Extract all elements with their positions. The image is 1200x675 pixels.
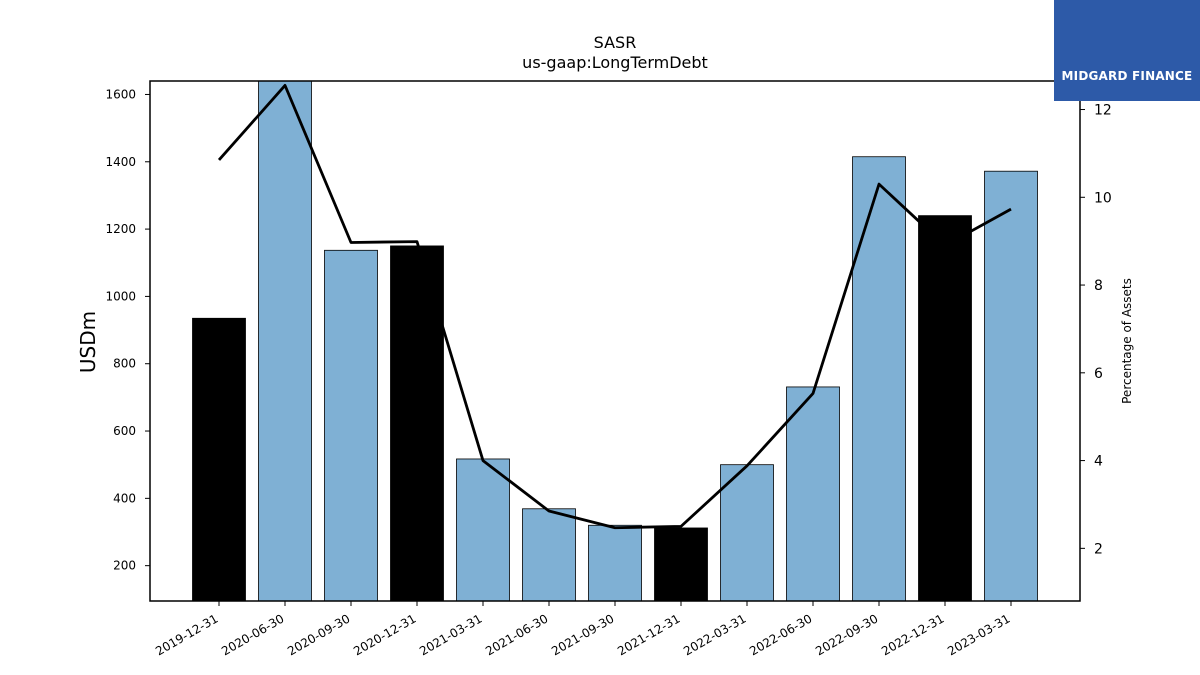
bar bbox=[786, 386, 840, 602]
bar bbox=[588, 524, 642, 602]
x-tick-label: 2020-06-30 bbox=[219, 611, 286, 658]
bar bbox=[852, 156, 906, 602]
y2-tick-label: 12 bbox=[1094, 103, 1112, 119]
bar bbox=[258, 80, 312, 602]
y2-tick-label: 8 bbox=[1094, 278, 1103, 294]
y-tick-label: 1600 bbox=[105, 87, 136, 101]
chart-subtitle: us-gaap:LongTermDebt bbox=[522, 53, 708, 72]
y2-tick-label: 6 bbox=[1094, 366, 1103, 382]
y-tick-label: 1200 bbox=[105, 222, 136, 236]
x-tick-label: 2021-03-31 bbox=[417, 611, 484, 658]
bar bbox=[654, 527, 708, 602]
x-tick-label: 2019-12-31 bbox=[153, 611, 220, 658]
x-tick-label: 2021-12-31 bbox=[615, 611, 682, 658]
bar bbox=[192, 317, 246, 602]
logo-text: MIDGARD FINANCE bbox=[1061, 69, 1193, 83]
y-tick-label: 200 bbox=[113, 559, 136, 573]
bar bbox=[720, 464, 774, 602]
y-tick-label: 800 bbox=[113, 357, 136, 371]
percentage-line bbox=[217, 83, 1012, 530]
y2-axis-label: Percentage of Assets bbox=[1120, 278, 1134, 404]
bar bbox=[522, 508, 576, 602]
chart-title: SASR bbox=[594, 33, 637, 52]
x-tick-label: 2022-06-30 bbox=[747, 611, 814, 658]
bars-group bbox=[192, 80, 1038, 602]
line-group bbox=[217, 83, 1012, 530]
x-tick-label: 2020-09-30 bbox=[285, 611, 352, 658]
x-tick-label: 2021-06-30 bbox=[483, 611, 550, 658]
y-tick-label: 600 bbox=[113, 424, 136, 438]
midgard-finance-logo: MIDGARD FINANCE bbox=[1054, 0, 1200, 101]
bar bbox=[390, 245, 444, 602]
y-axis-label: USDm bbox=[76, 311, 100, 373]
bar bbox=[324, 249, 378, 602]
y2-tick-label: 2 bbox=[1094, 541, 1103, 557]
logo-mark-icon bbox=[1054, 0, 1200, 101]
y2-tick-label: 10 bbox=[1094, 190, 1112, 206]
x-tick-label: 2021-09-30 bbox=[549, 611, 616, 658]
y-axis-right: 2 4 6 8 10 12 bbox=[1080, 103, 1112, 557]
y2-tick-label: 4 bbox=[1094, 454, 1103, 470]
x-tick-label: 2022-12-31 bbox=[879, 611, 946, 658]
bar bbox=[984, 170, 1038, 602]
x-tick-label: 2020-12-31 bbox=[351, 611, 418, 658]
x-tick-label: 2022-03-31 bbox=[681, 611, 748, 658]
x-tick-label: 2022-09-30 bbox=[813, 611, 880, 658]
y-tick-label: 400 bbox=[113, 491, 136, 505]
x-tick-label: 2023-03-31 bbox=[945, 611, 1012, 658]
y-tick-label: 1400 bbox=[105, 155, 136, 169]
y-tick-label: 1000 bbox=[105, 289, 136, 303]
bar bbox=[456, 458, 510, 602]
y-axis-left: 200 400 600 800 1000 1200 1400 1600 bbox=[105, 87, 150, 573]
bar bbox=[918, 215, 972, 602]
x-axis: 2019-12-312020-06-302020-09-302020-12-31… bbox=[153, 601, 1013, 658]
